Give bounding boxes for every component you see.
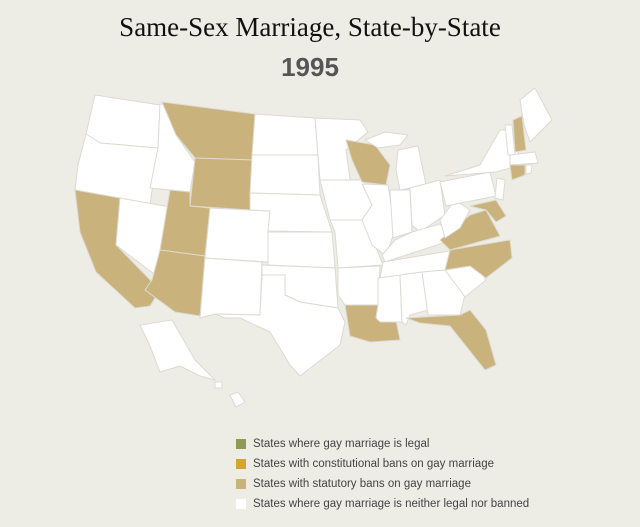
state xyxy=(395,145,427,191)
state xyxy=(439,171,497,207)
state xyxy=(361,183,396,257)
state xyxy=(214,274,346,377)
state xyxy=(85,94,161,149)
legend-item: States where gay marriage is neither leg… xyxy=(236,494,529,514)
legend-label: States where gay marriage is legal xyxy=(253,438,430,450)
legend-item: States with statutory bans on gay marria… xyxy=(236,474,529,494)
state xyxy=(494,177,506,201)
state xyxy=(469,199,507,223)
state xyxy=(509,151,539,166)
state xyxy=(249,154,321,196)
year: 1995 xyxy=(281,52,339,82)
state xyxy=(199,257,263,319)
state xyxy=(251,113,319,156)
state xyxy=(229,391,246,408)
state xyxy=(405,309,497,371)
state xyxy=(267,231,336,269)
state xyxy=(512,115,527,153)
legend: States where gay marriage is legal States… xyxy=(236,434,529,514)
legend-swatch xyxy=(236,499,246,509)
state xyxy=(409,179,446,233)
legend-item: States with constitutional bans on gay m… xyxy=(236,454,529,474)
state xyxy=(337,265,381,306)
legend-label: States with statutory bans on gay marria… xyxy=(253,478,471,490)
legend-swatch xyxy=(236,459,246,469)
legend-label: States where gay marriage is neither leg… xyxy=(253,498,530,510)
state xyxy=(139,319,216,381)
state xyxy=(421,269,466,316)
legend-label: States with constitutional bans on gay m… xyxy=(253,458,494,470)
title: Same-Sex Marriage, State-by-State xyxy=(119,12,501,42)
state xyxy=(509,164,526,181)
state xyxy=(525,164,533,175)
state xyxy=(214,381,223,389)
legend-item: States where gay marriage is legal xyxy=(236,434,529,454)
state xyxy=(364,131,409,149)
state xyxy=(204,207,271,263)
state xyxy=(375,274,403,323)
state xyxy=(519,87,553,143)
state xyxy=(249,192,333,233)
state xyxy=(189,157,253,211)
legend-swatch xyxy=(236,439,246,449)
legend-swatch xyxy=(236,479,246,489)
state xyxy=(389,189,413,239)
state xyxy=(444,239,513,279)
